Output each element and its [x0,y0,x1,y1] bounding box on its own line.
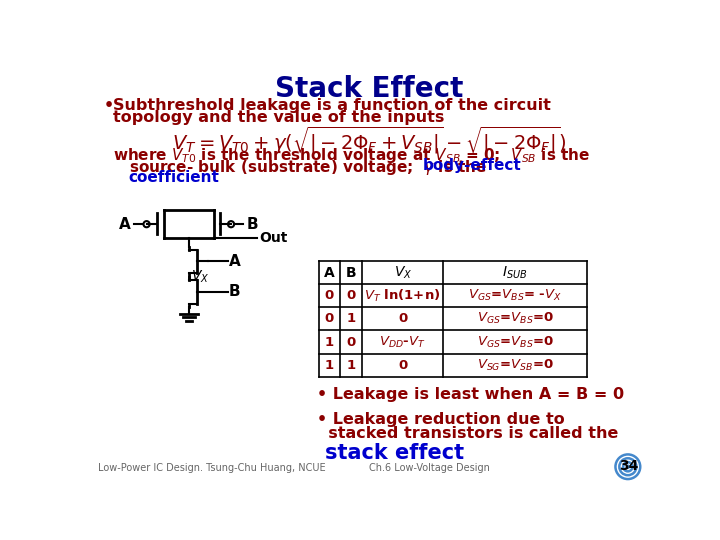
Text: 0: 0 [346,289,356,302]
Text: • Leakage is least when A = B = 0: • Leakage is least when A = B = 0 [317,387,624,402]
Text: Ch.6 Low-Voltage Design: Ch.6 Low-Voltage Design [369,463,490,473]
Text: 34: 34 [619,459,639,473]
Text: $V_X$: $V_X$ [394,265,412,281]
Text: A: A [324,266,335,280]
Text: coefficient: coefficient [129,170,220,185]
Text: B: B [346,266,356,280]
Circle shape [626,465,629,468]
Text: A: A [229,254,241,268]
Text: B: B [246,217,258,232]
Text: Stack Effect: Stack Effect [275,75,463,103]
Text: source- bulk (substrate) voltage;  $\gamma$ is the: source- bulk (substrate) voltage; $\gamm… [129,158,487,177]
Text: •: • [104,98,114,113]
Text: 1: 1 [346,313,356,326]
Text: $I_{SUB}$: $I_{SUB}$ [503,265,528,281]
Text: stacked transistors is called the: stacked transistors is called the [317,426,618,441]
Text: 0: 0 [398,313,408,326]
Text: 0: 0 [398,359,408,372]
Text: 0: 0 [325,313,334,326]
Text: 0: 0 [346,335,356,348]
Text: $V_{GS}$=$V_{BS}$= -$V_X$: $V_{GS}$=$V_{BS}$= -$V_X$ [468,288,562,303]
Text: B: B [229,285,240,300]
Text: $V_{DD}$-$V_T$: $V_{DD}$-$V_T$ [379,334,426,349]
Text: $V_T = V_{T0} + \gamma(\sqrt{|-2\Phi_F + V_{SB}|} - \sqrt{|-2\Phi_F|})$: $V_T = V_{T0} + \gamma(\sqrt{|-2\Phi_F +… [172,125,566,156]
Text: stack effect: stack effect [325,443,464,463]
Text: 0: 0 [325,289,334,302]
Text: $V_T$ ln(1+n): $V_T$ ln(1+n) [364,288,441,304]
Text: $V_{GS}$=$V_{BS}$=0: $V_{GS}$=$V_{BS}$=0 [477,312,554,327]
Text: Low-Power IC Design. Tsung-Chu Huang, NCUE: Low-Power IC Design. Tsung-Chu Huang, NC… [98,463,325,473]
Text: A: A [120,217,131,232]
Text: 1: 1 [325,335,334,348]
Text: Subthreshold leakage is a function of the circuit: Subthreshold leakage is a function of th… [113,98,551,113]
Text: $V_{SG}$=$V_{SB}$=0: $V_{SG}$=$V_{SB}$=0 [477,357,554,373]
Text: $V_X$: $V_X$ [191,268,210,285]
Text: • Leakage reduction due to: • Leakage reduction due to [317,412,564,427]
Text: Out: Out [259,231,287,245]
Text: topology and the value of the inputs: topology and the value of the inputs [113,110,445,125]
Text: where $V_{T0}$ is the threshold voltage at $V_{SB}$ = 0;  $V_{SB}$ is the: where $V_{T0}$ is the threshold voltage … [113,146,590,165]
Text: 1: 1 [346,359,356,372]
Text: body-effect: body-effect [423,158,522,173]
Text: $V_{GS}$=$V_{BS}$=0: $V_{GS}$=$V_{BS}$=0 [477,334,554,349]
Text: 1: 1 [325,359,334,372]
